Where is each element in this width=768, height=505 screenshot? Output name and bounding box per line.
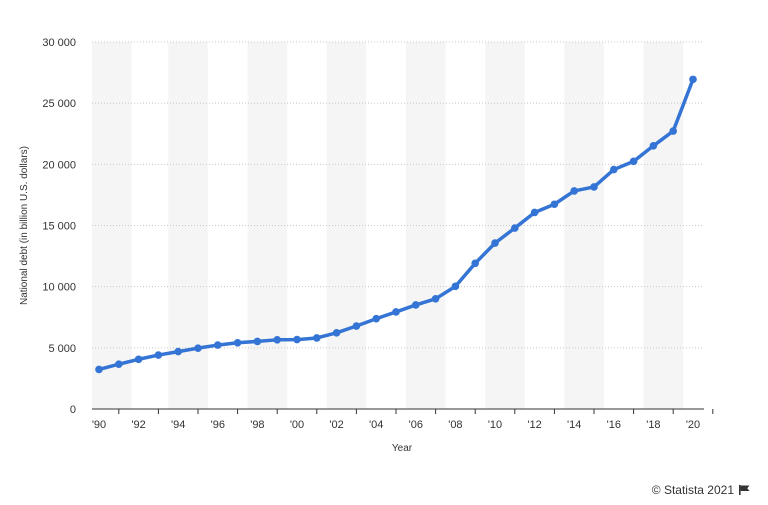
x-tick-2014: '14 (567, 419, 581, 431)
data-point-2002 (332, 329, 341, 337)
y-tick-30000: 30 000 (42, 37, 76, 49)
y-tick-labels: 0 5 000 10 000 15 000 20 000 25 000 30 000 (42, 37, 76, 416)
x-tick-1992: '92 (131, 419, 145, 431)
x-tick-2006: '06 (409, 419, 423, 431)
data-point-1991 (115, 360, 123, 368)
source-credit[interactable]: © Statista 2021 (652, 483, 750, 497)
x-tick-2012: '12 (527, 419, 541, 431)
data-point-1998 (253, 337, 262, 346)
data-point-2001 (313, 334, 321, 342)
x-tick-2000: '00 (290, 419, 304, 431)
x-tick-1994: '94 (171, 419, 185, 431)
x-tick-2010: '10 (488, 419, 502, 431)
data-point-2012 (530, 208, 539, 217)
y-tick-15000: 15 000 (42, 221, 76, 233)
data-point-2007 (431, 295, 440, 303)
data-point-2017 (629, 157, 638, 166)
data-point-2015 (590, 183, 598, 191)
x-tick-2004: '04 (369, 419, 383, 431)
data-point-1992 (134, 355, 143, 364)
y-tick-0: 0 (70, 404, 76, 416)
data-point-2000 (293, 335, 301, 344)
data-point-1994 (174, 347, 182, 356)
data-point-1995 (194, 344, 202, 352)
data-point-2011 (511, 224, 519, 232)
x-axis-title: Year (392, 443, 413, 454)
data-point-2016 (610, 165, 618, 174)
data-point-2006 (412, 301, 420, 309)
data-point-1993 (154, 351, 163, 359)
data-point-2004 (372, 314, 381, 323)
x-tick-2002: '02 (329, 419, 343, 431)
data-point-1999 (273, 336, 282, 344)
series-national-debt (95, 75, 697, 374)
x-tick-1998: '98 (250, 419, 264, 431)
data-point-2003 (352, 322, 361, 330)
credit-text: © Statista 2021 (651, 483, 734, 497)
x-tick-1990: '90 (92, 419, 106, 431)
data-point-2018 (649, 141, 658, 150)
x-tick-labels: '90 '92 '94 '96 '98 '00 '02 '04 '06 '08 '10 '12 '14 '… (92, 409, 714, 431)
data-point-1997 (233, 338, 242, 347)
data-point-1990 (95, 365, 103, 374)
x-tick-2020: '20 (686, 419, 700, 431)
x-tick-1996: '96 (211, 419, 225, 431)
data-point-2013 (550, 200, 559, 209)
y-tick-25000: 25 000 (42, 98, 76, 110)
data-point-2010 (491, 239, 499, 247)
x-tick-2018: '18 (646, 419, 660, 431)
data-point-2019 (669, 127, 677, 135)
y-axis-title: National debt (in billion U.S. dollars) (19, 146, 30, 305)
data-point-2020 (689, 75, 697, 84)
flag-icon[interactable] (739, 485, 750, 495)
data-point-2009 (471, 259, 480, 268)
data-point-2008 (451, 282, 460, 291)
y-tick-10000: 10 000 (42, 282, 76, 294)
y-tick-20000: 20 000 (42, 159, 76, 171)
x-tick-2008: '08 (448, 419, 462, 431)
y-tick-5000: 5 000 (48, 343, 76, 355)
data-point-1996 (214, 341, 222, 349)
x-tick-2016: '16 (607, 419, 621, 431)
data-point-2014 (570, 187, 578, 195)
data-point-2005 (392, 308, 400, 316)
